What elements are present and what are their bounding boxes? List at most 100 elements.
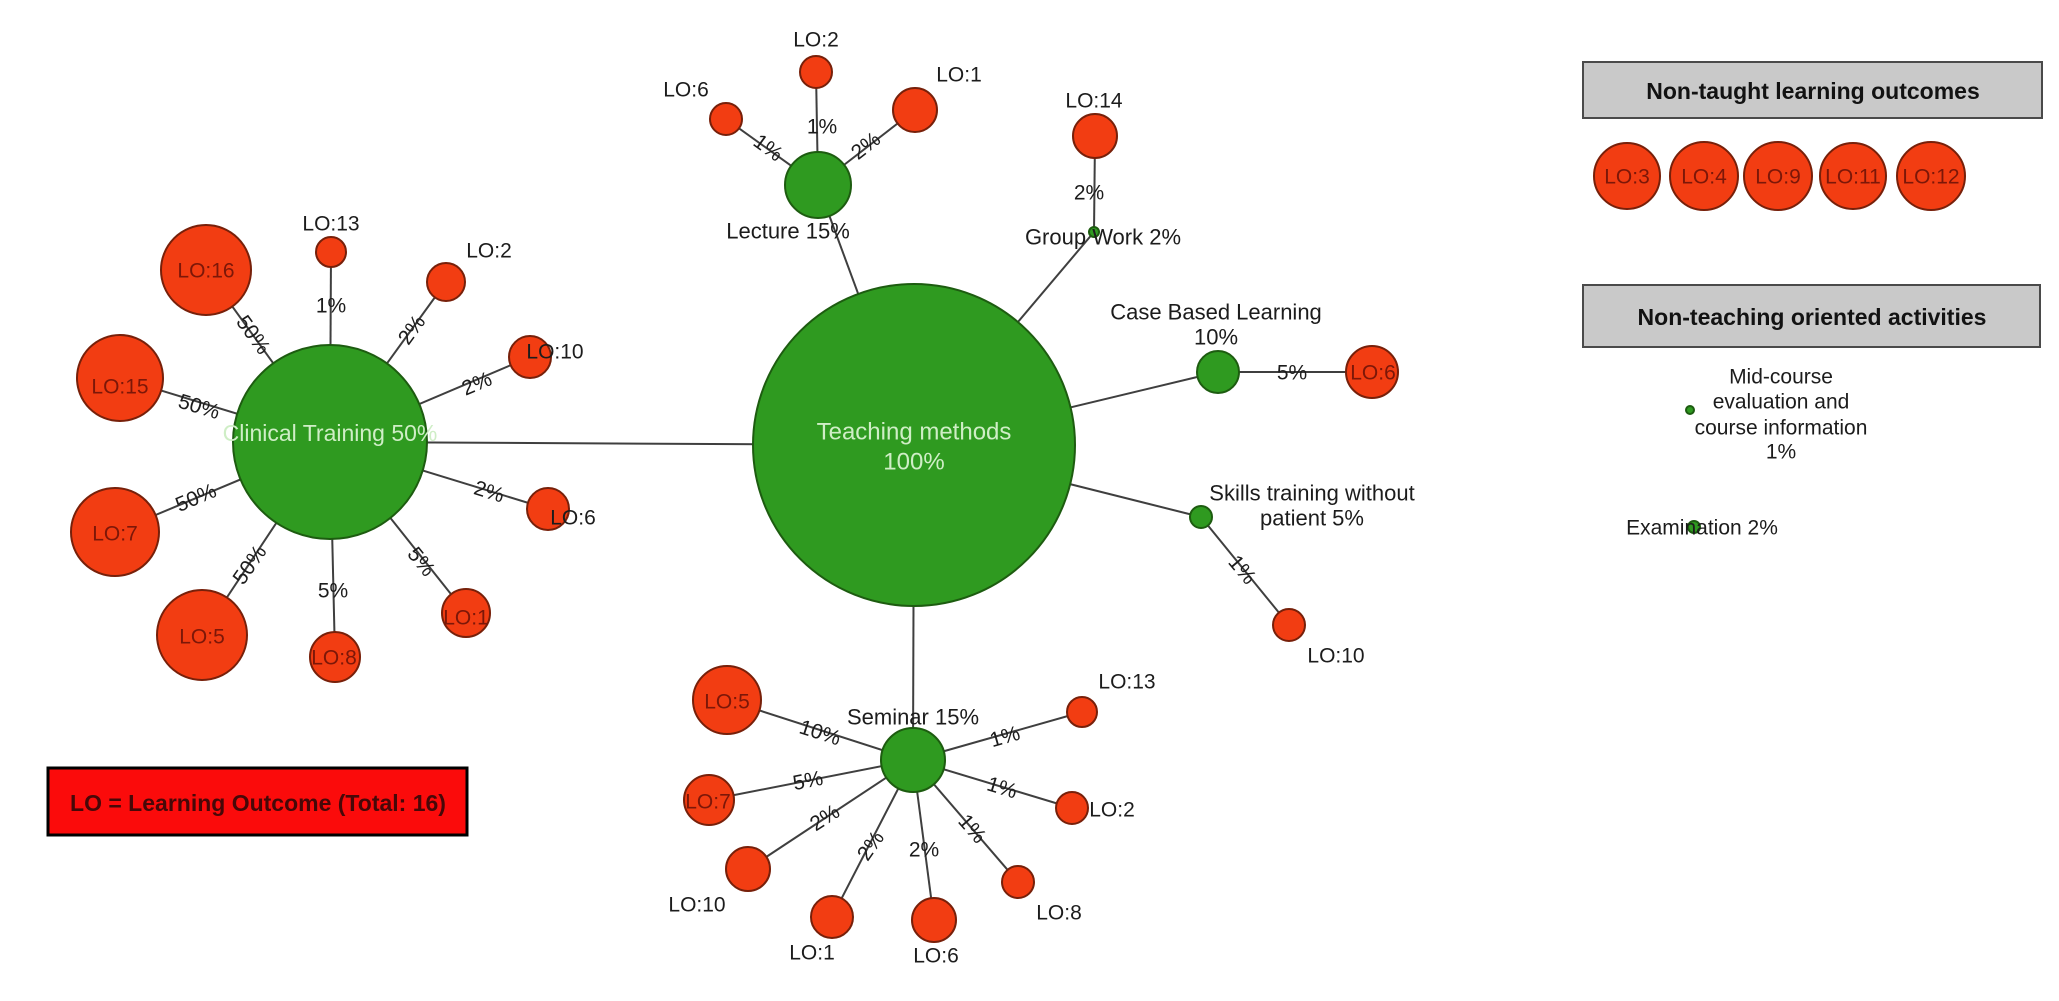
node-clinical-lo8 [309,631,361,683]
teaching-methods-label-line1: Teaching methods [817,419,1012,446]
node-clinical-lo16 [160,224,252,316]
non-teaching-header-label: Non-teaching oriented activities [1638,304,1987,330]
node-midcourse-dot [1685,405,1695,415]
edge-label-lecture-lo6: 1% [749,130,787,166]
node-skills-lo10 [1272,608,1306,642]
node-clinical-lo1 [441,588,491,638]
node-seminar [880,727,946,793]
edge-label-clinical-lo7: 50% [172,479,220,517]
label-cbl-lo6: LO:6 [1350,362,1396,385]
node-lecture [784,151,852,219]
midcourse-label-line3: course information [1695,417,1868,440]
edge-label-clinical-lo1: 5% [403,543,440,581]
edge-label-seminar-lo5: 10% [796,716,843,751]
note-label: LO = Learning Outcome (Total: 16) [70,790,446,816]
label-clinical-lo13: LO:13 [302,213,359,236]
edge-label-clinical-lo13: 1% [316,295,346,318]
note-box-group: LO = Learning Outcome (Total: 16) [46,766,469,837]
node-nontaught-lo11 [1819,142,1887,210]
seminar-label: Seminar 15% [847,705,979,730]
node-nontaught-lo3 [1593,142,1661,210]
nodes [70,55,1399,943]
label-clinical-lo5: LO:5 [179,626,225,649]
edge-label-clinical-lo10: 2% [459,367,496,400]
node-examination-dot [1687,520,1701,534]
edge-label-clinical-lo6: 2% [471,477,507,508]
node-seminar-lo5 [692,665,762,735]
label-skills-lo10: LO:10 [1307,645,1364,668]
edge-label-seminar-lo10: 2% [806,800,844,836]
node-seminar-lo10 [725,846,771,892]
skills-label-line2: patient 5% [1260,506,1364,531]
node-clinical-lo15 [76,334,164,422]
edge-label-clinical-lo5: 50% [229,541,272,589]
edge-label-clinical-lo2: 2% [394,311,430,349]
node-clinical-training [232,344,428,540]
legend-non-taught: Non-taught learning outcomes LO:3 LO:4 L… [1582,61,2043,211]
label-seminar-lo5: LO:5 [704,691,750,714]
midcourse-label-line2: evaluation and [1713,391,1850,414]
edge-label-seminar-lo7: 5% [791,767,825,795]
node-clinical-lo13 [315,236,347,268]
label-clinical-lo1: LO:1 [443,607,489,630]
edge-label-seminar-lo13: 1% [987,722,1023,752]
edge-label-seminar-lo6: 2% [909,839,939,862]
label-lecture-lo2: LO:2 [793,29,839,52]
label-seminar-lo7: LO:7 [685,791,731,814]
node-nontaught-lo9 [1743,141,1813,211]
edge-label-seminar-lo2: 1% [984,773,1020,804]
node-skills-training [1189,505,1213,529]
label-seminar-lo6: LO:6 [913,945,959,968]
node-seminar-lo13 [1066,696,1098,728]
label-seminar-lo8: LO:8 [1036,902,1082,925]
label-seminar-lo2: LO:2 [1089,799,1135,822]
label-lecture-lo6: LO:6 [663,79,709,102]
legend-non-teaching: Non-teaching oriented activities Mid-cou… [1582,284,2041,540]
node-lecture-lo6 [709,102,743,136]
group-work-label: Group Work 2% [1025,225,1181,250]
node-seminar-lo7 [683,774,735,826]
node-seminar-lo6 [911,897,957,943]
teaching-methods-label-line2: 100% [883,449,944,476]
node-clinical-lo10 [508,335,552,379]
node-case-based-learning [1196,350,1240,394]
edge-label-clinical-lo15: 50% [176,390,223,424]
node-lecture-lo2 [799,55,833,89]
lecture-label: Lecture 15% [726,219,850,244]
edge-label-seminar-lo1: 2% [853,827,889,865]
label-nontaught-lo11: LO:11 [1825,166,1881,189]
node-clinical-lo5 [156,589,248,681]
edge-label-groupwork-lo14: 2% [1074,182,1104,205]
label-clinical-lo6: LO:6 [550,507,596,530]
label-nontaught-lo12: LO:12 [1902,166,1959,189]
label-clinical-lo10: LO:10 [526,341,583,364]
label-nontaught-lo4: LO:4 [1681,166,1727,189]
midcourse-label-line4: 1% [1766,441,1796,464]
node-nontaught-lo12 [1896,141,1966,211]
cbl-label-line2: 10% [1194,325,1238,350]
node-seminar-lo2 [1055,791,1089,825]
node-clinical-lo2 [426,262,466,302]
cbl-label-line1: Case Based Learning [1110,300,1322,325]
node-clinical-lo6 [526,487,570,531]
non-taught-header-box [1582,61,2043,119]
examination-label: Examination 2% [1626,517,1778,540]
label-clinical-lo8: LO:8 [311,647,357,670]
node-groupwork-lo14 [1072,113,1118,159]
node-teaching-methods [752,283,1076,607]
label-nontaught-lo9: LO:9 [1755,166,1801,189]
node-clinical-lo7 [70,487,160,577]
label-clinical-lo15: LO:15 [91,376,148,399]
label-clinical-lo2: LO:2 [466,240,512,263]
node-seminar-lo8 [1001,865,1035,899]
label-clinical-lo7: LO:7 [92,523,138,546]
edge-seminar-lo7 [708,759,914,801]
label-seminar-lo10: LO:10 [668,894,725,917]
edge-label-clinical-lo16: 50% [231,311,274,359]
non-taught-header-label: Non-taught learning outcomes [1646,78,1980,104]
node-nontaught-lo4 [1669,141,1739,211]
label-clinical-lo16: LO:16 [177,260,234,283]
edge-label-lecture-lo2: 1% [807,116,837,139]
